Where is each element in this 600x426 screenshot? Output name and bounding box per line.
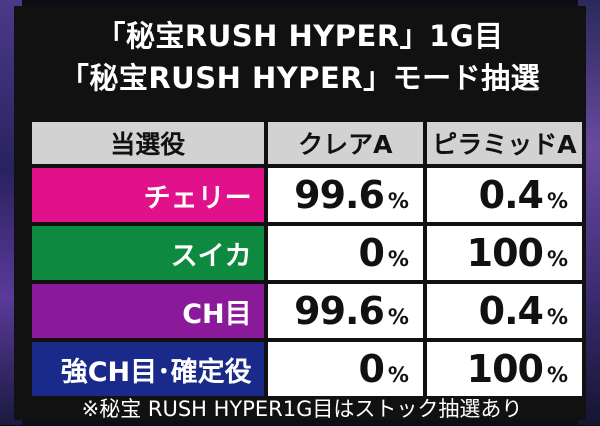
mode-lottery-table: 当選役 クレアA ピラミッドA チェリー 99.6% 0.4% スイカ 0% 1… [28,118,586,400]
header-pyramid-a: ピラミッドA [426,122,582,164]
percent-unit: % [546,247,568,271]
row-label: 強CH目･確定役 [32,342,264,396]
value-number: 99.6 [294,289,385,333]
info-panel: 「秘宝RUSH HYPER」1G目 「秘宝RUSH HYPER」モード抽選 当選… [14,6,586,421]
header-claire-a: クレアA [267,122,423,164]
value-number: 99.6 [294,173,385,217]
value-number: 0.4 [478,173,544,217]
value-cell: 99.6% [267,284,423,338]
row-label: スイカ [32,226,264,280]
value-cell: 100% [426,342,582,396]
table-row: チェリー 99.6% 0.4% [32,168,582,222]
header-winning-role: 当選役 [32,122,264,164]
value-number: 100 [466,347,544,391]
table-header-row: 当選役 クレアA ピラミッドA [32,122,582,164]
value-cell: 0% [267,226,423,280]
title-line-2: 「秘宝RUSH HYPER」モード抽選 [59,61,541,95]
row-label: CH目 [32,284,264,338]
title-line-1: 「秘宝RUSH HYPER」1G目 [96,19,504,53]
value-cell: 100% [426,226,582,280]
row-label: チェリー [32,168,264,222]
percent-unit: % [387,363,409,387]
percent-unit: % [387,247,409,271]
table-row: スイカ 0% 100% [32,226,582,280]
value-cell: 99.6% [267,168,423,222]
footnote: ※秘宝 RUSH HYPER1G目はストック抽選あり [81,397,523,421]
value-number: 0.4 [478,289,544,333]
value-number: 100 [466,231,544,275]
value-cell: 0.4% [426,284,582,338]
value-number: 0 [358,347,384,391]
percent-unit: % [546,305,568,329]
percent-unit: % [546,189,568,213]
percent-unit: % [387,305,409,329]
table-row: CH目 99.6% 0.4% [32,284,582,338]
percent-unit: % [387,189,409,213]
value-cell: 0.4% [426,168,582,222]
percent-unit: % [546,363,568,387]
table-row: 強CH目･確定役 0% 100% [32,342,582,396]
value-cell: 0% [267,342,423,396]
value-number: 0 [358,231,384,275]
